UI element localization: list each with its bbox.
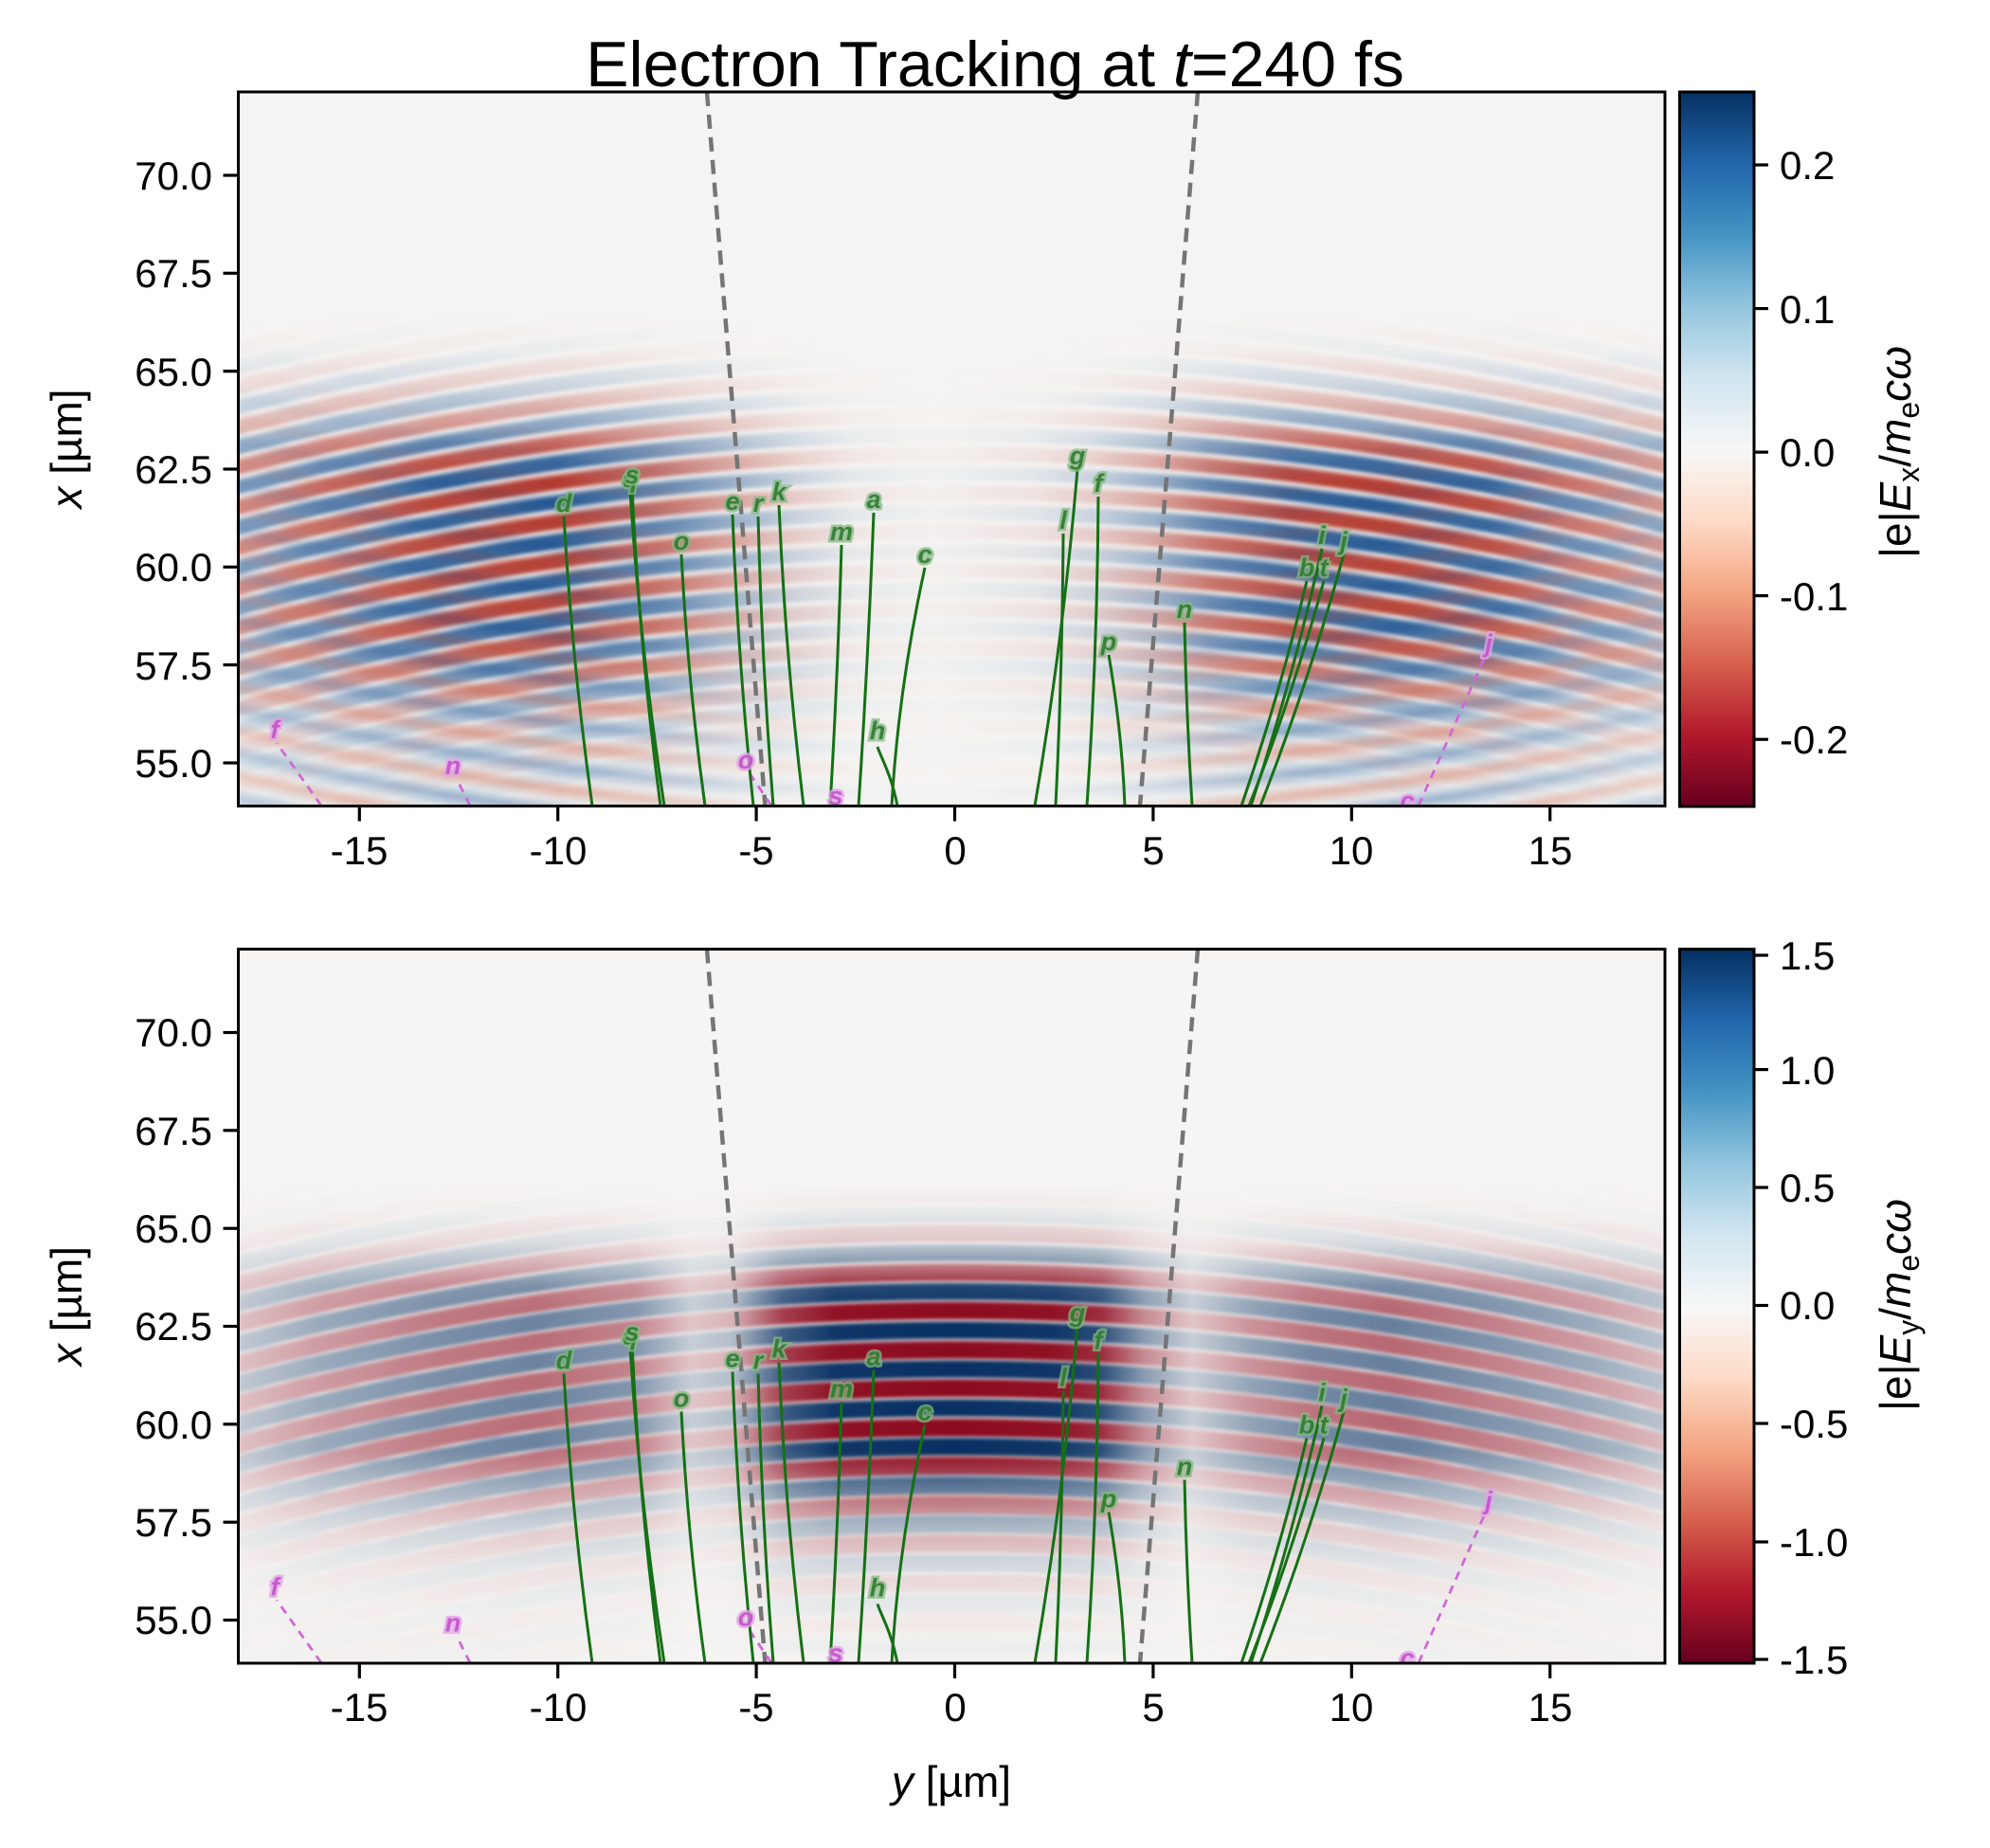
svg-text:t: t <box>1320 1411 1330 1440</box>
svg-text:10: 10 <box>1330 828 1374 873</box>
svg-text:62.5: 62.5 <box>135 1304 212 1349</box>
svg-text:-0.5: -0.5 <box>1780 1402 1848 1446</box>
svg-text:-0.1: -0.1 <box>1780 574 1848 619</box>
svg-text:n: n <box>445 1609 461 1638</box>
svg-text:55.0: 55.0 <box>135 741 212 786</box>
svg-text:n: n <box>1177 595 1193 624</box>
svg-text:j: j <box>1482 1487 1492 1515</box>
svg-text:g: g <box>1069 442 1086 470</box>
svg-text:s: s <box>624 1318 639 1347</box>
svg-text:m: m <box>830 517 853 546</box>
svg-text:l: l <box>1059 1364 1067 1392</box>
svg-text:p: p <box>1100 1485 1117 1513</box>
svg-text:y [µm]: y [µm] <box>889 1757 1011 1806</box>
svg-text:n: n <box>1177 1453 1193 1481</box>
svg-text:k: k <box>771 478 787 506</box>
svg-text:f: f <box>1094 1327 1106 1355</box>
svg-text:f: f <box>271 716 282 744</box>
svg-text:1.5: 1.5 <box>1780 933 1835 978</box>
svg-text:t: t <box>1320 553 1330 582</box>
svg-text:Electron Tracking at t=240 fs: Electron Tracking at t=240 fs <box>586 28 1404 100</box>
svg-text:x [µm]: x [µm] <box>42 1246 91 1368</box>
svg-text:n: n <box>445 752 461 780</box>
svg-text:60.0: 60.0 <box>135 545 212 589</box>
svg-text:i: i <box>1318 1379 1326 1407</box>
svg-text:-15: -15 <box>331 828 389 873</box>
svg-text:o: o <box>738 746 754 774</box>
svg-text:a: a <box>866 485 880 514</box>
svg-text:0: 0 <box>944 828 966 873</box>
svg-text:67.5: 67.5 <box>135 251 212 296</box>
svg-text:h: h <box>870 716 886 745</box>
svg-text:0.2: 0.2 <box>1780 143 1835 188</box>
svg-text:c: c <box>917 1398 932 1426</box>
svg-text:65.0: 65.0 <box>135 350 212 394</box>
svg-text:1.0: 1.0 <box>1780 1048 1835 1093</box>
svg-text:-1.5: -1.5 <box>1780 1638 1848 1682</box>
svg-text:-10: -10 <box>530 1685 588 1730</box>
svg-text:b: b <box>1299 1411 1315 1440</box>
svg-text:m: m <box>830 1375 853 1404</box>
svg-text:-5: -5 <box>738 1685 773 1730</box>
svg-text:s: s <box>624 461 639 489</box>
svg-text:60.0: 60.0 <box>135 1403 212 1447</box>
svg-text:57.5: 57.5 <box>135 1500 212 1545</box>
svg-text:5: 5 <box>1142 1685 1164 1730</box>
svg-text:57.5: 57.5 <box>135 643 212 688</box>
svg-text:-1.0: -1.0 <box>1780 1520 1848 1565</box>
svg-text:0.1: 0.1 <box>1780 287 1835 332</box>
svg-text:o: o <box>674 1385 690 1413</box>
svg-text:p: p <box>1100 627 1117 656</box>
svg-text:s: s <box>828 782 842 810</box>
svg-text:10: 10 <box>1330 1685 1374 1730</box>
svg-text:f: f <box>271 1573 282 1602</box>
svg-text:|e|Ey/mecω: |e|Ey/mecω <box>1871 1199 1926 1411</box>
svg-text:d: d <box>556 489 572 517</box>
svg-text:e: e <box>725 487 739 516</box>
svg-text:q: q <box>623 1322 639 1350</box>
svg-text:e: e <box>725 1345 739 1373</box>
svg-text:g: g <box>1069 1299 1086 1328</box>
svg-text:55.0: 55.0 <box>135 1598 212 1642</box>
svg-text:-5: -5 <box>738 828 773 873</box>
svg-text:c: c <box>1400 787 1414 815</box>
svg-text:a: a <box>866 1343 880 1371</box>
svg-text:l: l <box>1059 506 1067 534</box>
svg-text:j: j <box>1337 1385 1348 1413</box>
svg-text:-0.2: -0.2 <box>1780 717 1848 762</box>
svg-text:-15: -15 <box>331 1685 389 1730</box>
svg-text:-10: -10 <box>530 828 588 873</box>
svg-text:j: j <box>1337 527 1348 555</box>
svg-text:b: b <box>1299 553 1315 582</box>
svg-text:15: 15 <box>1529 828 1573 873</box>
svg-text:0.0: 0.0 <box>1780 1283 1835 1328</box>
svg-text:15: 15 <box>1529 1685 1573 1730</box>
svg-text:0.0: 0.0 <box>1780 430 1835 475</box>
svg-text:c: c <box>917 540 932 569</box>
svg-text:5: 5 <box>1142 828 1164 873</box>
svg-text:o: o <box>674 527 690 555</box>
svg-text:f: f <box>1094 469 1106 498</box>
svg-text:h: h <box>870 1574 886 1603</box>
svg-text:j: j <box>1482 629 1492 658</box>
svg-text:o: o <box>738 1603 754 1632</box>
svg-text:c: c <box>1400 1644 1414 1673</box>
svg-text:67.5: 67.5 <box>135 1109 212 1153</box>
svg-text:62.5: 62.5 <box>135 447 212 492</box>
svg-text:70.0: 70.0 <box>135 1010 212 1055</box>
svg-text:r: r <box>753 1347 765 1375</box>
svg-text:|e|Ex/mecω: |e|Ex/mecω <box>1871 346 1926 558</box>
svg-text:s: s <box>828 1640 842 1668</box>
svg-text:r: r <box>753 489 765 517</box>
svg-text:k: k <box>771 1335 787 1364</box>
svg-text:i: i <box>1318 521 1326 550</box>
svg-text:0: 0 <box>944 1685 966 1730</box>
svg-text:65.0: 65.0 <box>135 1206 212 1251</box>
svg-text:d: d <box>556 1347 572 1375</box>
svg-text:0.5: 0.5 <box>1780 1166 1835 1210</box>
svg-text:q: q <box>623 464 639 493</box>
svg-text:x [µm]: x [µm] <box>42 389 91 510</box>
svg-text:70.0: 70.0 <box>135 154 212 198</box>
